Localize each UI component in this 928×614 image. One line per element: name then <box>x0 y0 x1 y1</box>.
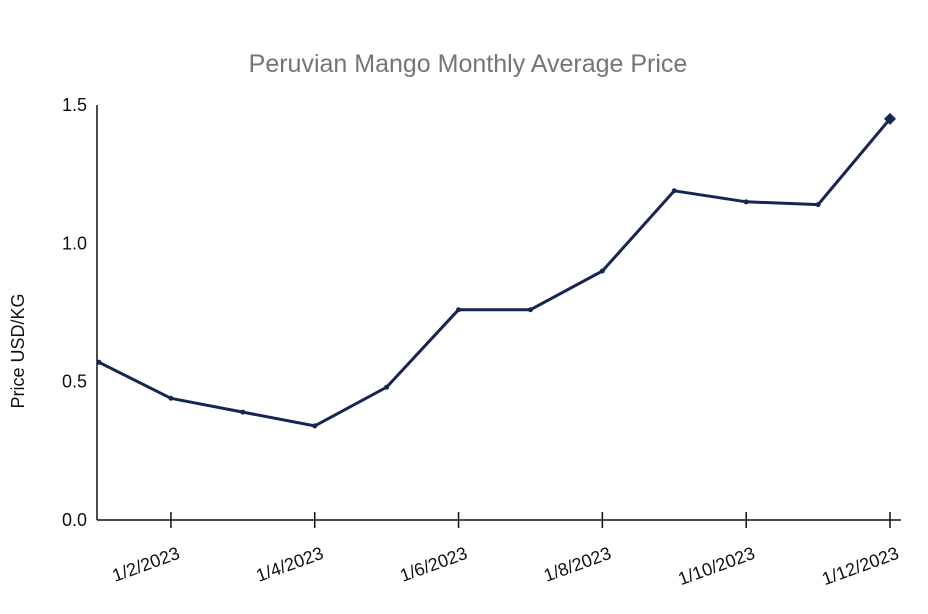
x-tick-label: 1/8/2023 <box>541 543 614 586</box>
series-line <box>97 117 892 428</box>
y-tick-label: 0.5 <box>62 372 87 392</box>
y-tick-label: 1.0 <box>62 233 87 253</box>
data-point <box>527 307 533 313</box>
y-tick-labels: 0.0 0.5 1.0 1.5 <box>62 95 87 530</box>
x-tick-labels: 1/2/2023 1/4/2023 1/6/2023 1/8/2023 1/10/202… <box>110 512 901 589</box>
data-point <box>743 199 749 205</box>
chart-title: Peruvian Mango Monthly Average Price <box>249 50 688 78</box>
x-tick-label: 1/4/2023 <box>253 543 326 586</box>
data-point <box>456 307 462 313</box>
data-point <box>312 423 318 429</box>
data-point <box>96 359 102 365</box>
data-point <box>240 409 246 415</box>
data-point-diamond <box>884 112 896 125</box>
data-point <box>168 395 174 401</box>
series <box>96 112 896 429</box>
data-point <box>671 188 677 194</box>
data-point <box>384 384 390 390</box>
x-tick-label: 1/10/2023 <box>675 543 757 589</box>
data-point <box>599 268 605 274</box>
data-point <box>815 202 821 208</box>
y-axis-label: Price USD/KG <box>8 293 28 408</box>
y-tick-label: 0.0 <box>62 510 87 530</box>
x-tick-label: 1/6/2023 <box>397 543 470 586</box>
y-tick-label: 1.5 <box>62 95 87 115</box>
x-tick-label: 1/2/2023 <box>110 543 183 586</box>
axes <box>96 105 901 521</box>
x-tick-label: 1/12/2023 <box>819 543 901 589</box>
